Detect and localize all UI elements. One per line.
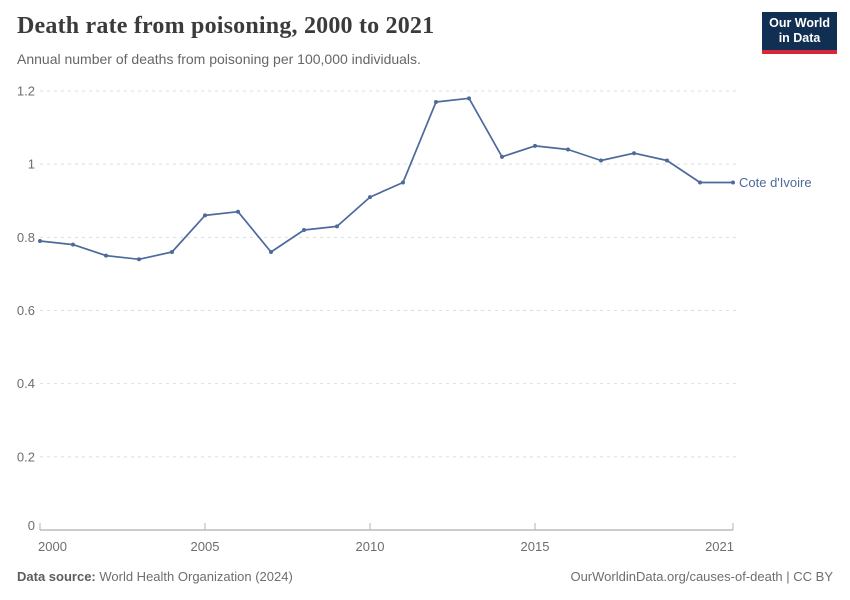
data-point[interactable]	[302, 228, 306, 233]
data-point[interactable]	[236, 209, 240, 214]
data-point[interactable]	[104, 253, 108, 258]
data-point[interactable]	[500, 154, 504, 159]
data-point[interactable]	[665, 158, 669, 163]
owid-logo-line2: in Data	[778, 31, 821, 46]
y-tick-label: 0.2	[17, 449, 35, 464]
data-point[interactable]	[203, 213, 207, 218]
owid-logo-line1: Our World	[769, 16, 830, 30]
data-point[interactable]	[170, 249, 174, 254]
series-label: Cote d'Ivoire	[739, 175, 812, 190]
y-tick-label: 0.6	[17, 303, 35, 318]
owid-link[interactable]: OurWorldinData.org/causes-of-death | CC …	[570, 569, 833, 584]
data-line[interactable]	[39, 97, 734, 261]
data-point[interactable]	[269, 249, 273, 254]
x-tick-label: 2015	[521, 539, 550, 554]
x-tick-label: 2005	[191, 539, 220, 554]
x-tick-label: 2010	[356, 539, 385, 554]
x-tick-label: 2000	[38, 539, 67, 554]
y-tick-label: 0.8	[17, 230, 35, 245]
data-source-text: World Health Organization (2024)	[95, 569, 293, 584]
data-point[interactable]	[71, 242, 75, 247]
data-point[interactable]	[137, 257, 141, 262]
data-point[interactable]	[368, 195, 372, 200]
data-point[interactable]	[467, 96, 471, 101]
owid-logo[interactable]: Our World in Data	[762, 12, 837, 54]
data-point[interactable]	[533, 143, 537, 148]
y-tick-label: 1.2	[17, 84, 35, 99]
y-tick-label: 0.4	[17, 376, 35, 391]
page-subtitle: Annual number of deaths from poisoning p…	[17, 51, 421, 67]
x-tick-label: 2021	[705, 539, 734, 554]
data-point[interactable]	[698, 180, 702, 185]
data-point[interactable]	[566, 147, 570, 152]
data-point[interactable]	[731, 180, 735, 185]
data-point[interactable]	[335, 224, 339, 229]
data-point[interactable]	[38, 238, 42, 243]
page-title: Death rate from poisoning, 2000 to 2021	[17, 13, 435, 39]
data-point[interactable]	[632, 151, 636, 156]
page-footer: Data source: World Health Organization (…	[17, 569, 833, 584]
data-source: Data source: World Health Organization (…	[17, 569, 293, 584]
data-source-label: Data source:	[17, 569, 96, 584]
data-point[interactable]	[401, 180, 405, 185]
y-tick-label: 1	[28, 157, 35, 172]
y-tick-label: 0	[28, 518, 35, 533]
data-point[interactable]	[434, 99, 438, 104]
data-point[interactable]	[599, 158, 603, 163]
